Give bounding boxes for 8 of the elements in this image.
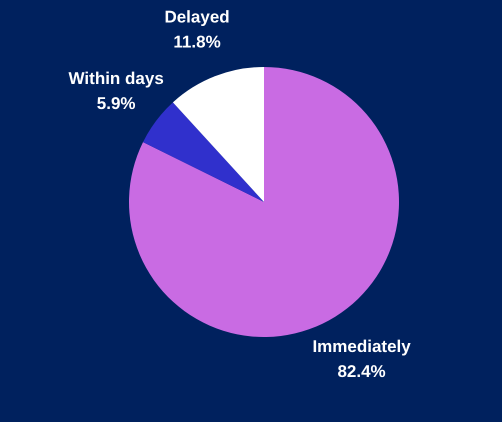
slice-label: Delayed bbox=[164, 8, 230, 27]
slice-label: Within days bbox=[68, 68, 164, 88]
pie-slice bbox=[143, 102, 264, 202]
data-label: 5.9% bbox=[96, 94, 136, 113]
data-label: 82.4% bbox=[337, 362, 386, 382]
data-label: 11.8% bbox=[173, 32, 221, 52]
pie-slice bbox=[172, 67, 264, 202]
slice-label: Immediately bbox=[312, 337, 412, 356]
